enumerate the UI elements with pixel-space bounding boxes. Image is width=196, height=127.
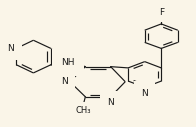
Text: NH: NH: [61, 58, 75, 67]
Text: N: N: [8, 44, 14, 53]
Text: N: N: [107, 98, 114, 107]
Text: N: N: [141, 89, 148, 98]
Text: CH₃: CH₃: [76, 106, 91, 115]
Text: N: N: [61, 77, 68, 86]
Text: F: F: [159, 8, 164, 17]
